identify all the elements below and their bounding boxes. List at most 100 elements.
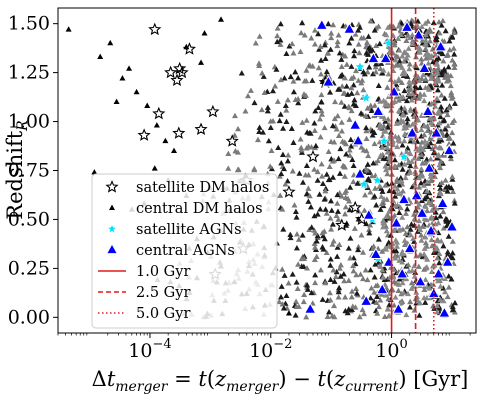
data-point: [194, 122, 208, 136]
data-point: [421, 104, 435, 117]
data-point: [353, 167, 367, 179]
legend-label: 1.0 Gyr: [136, 264, 190, 280]
data-point: [398, 151, 410, 162]
data-point: [175, 65, 189, 79]
data-point: [442, 143, 456, 156]
data-point: [201, 30, 208, 36]
data-point: [348, 200, 362, 214]
y-tick-label: 0.75: [8, 160, 50, 182]
data-point: [362, 208, 376, 220]
data-point: [225, 134, 239, 147]
data-point: [360, 92, 372, 103]
y-tick-label: 0.00: [8, 306, 50, 328]
legend-label: 5.0 Gyr: [136, 306, 190, 322]
data-point: [348, 118, 362, 130]
data-point: [359, 294, 373, 306]
reference-lines: [390, 8, 435, 333]
x-axis: 10−4 10−2 100: [57, 333, 471, 362]
data-point: [91, 169, 98, 175]
data-point: [422, 161, 436, 173]
data-point: [379, 51, 393, 64]
data-point: [415, 206, 429, 218]
data-point: [354, 61, 366, 72]
data-point: [438, 306, 451, 318]
x-axis-title: Δtmerger = t(zmerger) − t(zcurrent) [Gyr…: [92, 367, 469, 395]
legend-swatch: [105, 180, 119, 193]
legend-swatch: [107, 244, 117, 254]
data-point: [172, 126, 186, 139]
data-point: [162, 137, 169, 144]
data-point: [434, 39, 448, 52]
data-point: [375, 282, 389, 295]
y-axis: 0.00 0.25 0.50 0.75 1.00 1.25 1.50: [8, 13, 58, 328]
data-point: [285, 310, 292, 316]
data-point: [445, 220, 459, 232]
legend-label: 2.5 Gyr: [136, 285, 190, 301]
data-point: [371, 104, 385, 117]
y-tick-label: 1.50: [8, 13, 50, 35]
data-point: [198, 59, 205, 65]
y-tick-label: 1.00: [8, 111, 50, 133]
data-point: [183, 43, 190, 50]
data-point: [390, 216, 403, 228]
data-point: [436, 196, 449, 209]
data-point: [152, 106, 166, 120]
data-point: [351, 133, 365, 146]
x-tick-label: 100: [375, 337, 407, 362]
data-point: [107, 39, 114, 46]
data-point: [65, 26, 72, 32]
legend-swatch: [108, 225, 116, 233]
data-point: [367, 51, 380, 64]
data-point: [151, 165, 158, 171]
data-point: [137, 128, 151, 141]
legend-label: satellite AGNs: [136, 222, 242, 238]
data-point: [358, 178, 370, 189]
x-tick-label: 10−2: [249, 337, 292, 362]
data-point: [343, 22, 356, 34]
data-point: [410, 188, 423, 201]
data-point: [441, 255, 455, 267]
data-point: [144, 102, 151, 108]
data-point: [315, 18, 329, 30]
data-point: [418, 61, 431, 73]
data-point: [322, 75, 335, 87]
data-point: [153, 122, 160, 128]
data-point: [171, 147, 178, 153]
data-point: [335, 218, 349, 231]
data-point: [400, 20, 414, 32]
data-point: [392, 302, 405, 314]
data-point: [403, 241, 417, 254]
x-tick-label: 10−4: [128, 337, 171, 362]
legend-label: satellite DM halos: [136, 180, 269, 196]
data-point: [148, 22, 162, 36]
data-point: [282, 185, 296, 198]
legend-label: central AGNs: [136, 243, 235, 259]
legend: satellite DM halos central DM halos satell…: [91, 173, 278, 329]
data-point: [371, 174, 383, 185]
data-point: [206, 104, 220, 118]
data-point: [164, 65, 178, 79]
data-point: [303, 302, 317, 314]
legend-box: [91, 173, 278, 329]
data-point: [218, 16, 225, 22]
legend-swatch: [109, 204, 115, 211]
data-point: [97, 53, 104, 59]
data-point: [414, 274, 427, 287]
data-point: [395, 267, 409, 279]
legend-label: central DM halos: [136, 201, 263, 217]
y-tick-label: 1.25: [8, 62, 50, 84]
data-point: [378, 135, 390, 146]
y-tick-label: 0.25: [8, 257, 50, 279]
y-axis-title: RedshiftR: [3, 120, 31, 220]
data-point: [432, 267, 445, 279]
data-point: [113, 98, 120, 105]
data-point: [119, 75, 126, 81]
data-point: [306, 149, 320, 163]
data-point: [133, 88, 140, 95]
y-tick-label: 0.50: [8, 208, 50, 230]
data-point: [170, 73, 184, 87]
data-point: [397, 192, 411, 205]
data-point: [126, 65, 133, 71]
data-point: [369, 247, 383, 259]
